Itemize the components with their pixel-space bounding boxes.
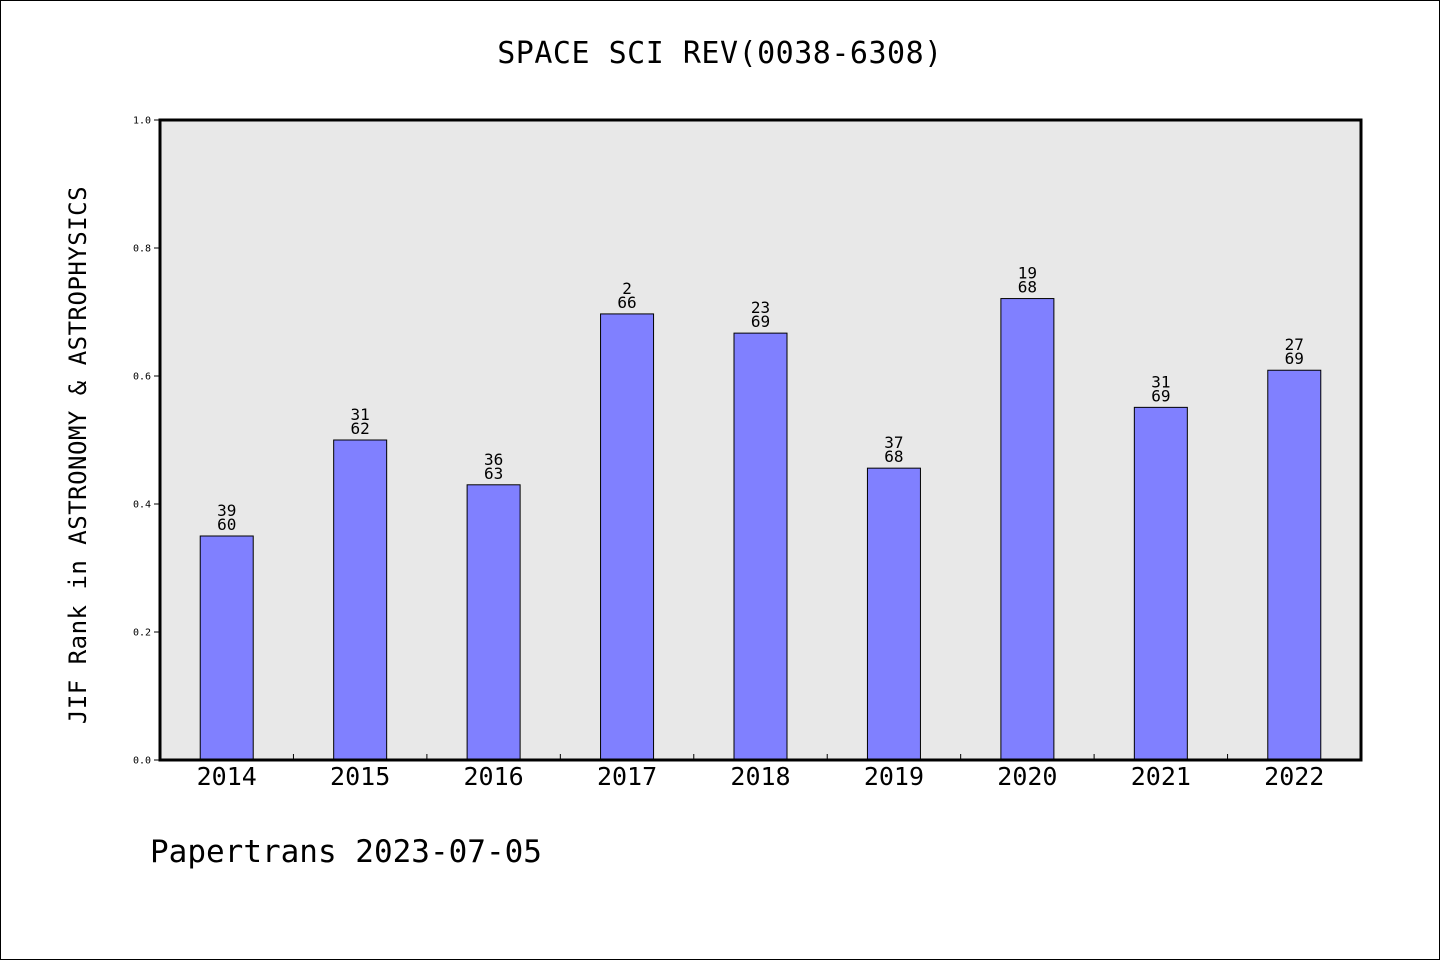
bar	[1000, 298, 1055, 761]
bar-total-label: 69	[1285, 349, 1304, 368]
bar-rank-label: 31	[1151, 372, 1170, 391]
bar-total-label: 69	[751, 312, 770, 331]
bar-total-label: 66	[617, 293, 636, 312]
x-tick-label: 2022	[1264, 762, 1324, 791]
x-tick-label: 2018	[730, 762, 790, 791]
bar-total-label: 63	[484, 464, 503, 483]
y-tick-label: 0.8	[133, 244, 151, 255]
bar	[733, 332, 788, 761]
bar-rank-label: 19	[1018, 264, 1037, 283]
x-tick-label: 2019	[864, 762, 924, 791]
bar-rank-label: 2	[622, 279, 632, 298]
bar	[333, 439, 388, 761]
x-tick-label: 2014	[197, 762, 257, 791]
x-tick-label: 2016	[464, 762, 524, 791]
y-tick-label: 0.6	[133, 372, 151, 383]
bar-total-label: 68	[884, 447, 903, 466]
bar	[1267, 369, 1322, 761]
chart-title: SPACE SCI REV(0038-6308)	[497, 36, 943, 71]
bar-rank-label: 31	[351, 405, 370, 424]
y-tick-label: 0.0	[133, 756, 151, 767]
x-tick-label: 2020	[997, 762, 1057, 791]
y-tick-label: 0.2	[133, 628, 151, 639]
bar-rank-label: 37	[884, 433, 903, 452]
footer-credit: Papertrans 2023-07-05	[150, 834, 542, 870]
bar-rank-label: 36	[484, 450, 503, 469]
bar-total-label: 69	[1151, 386, 1170, 405]
bar	[600, 313, 655, 761]
bar-rank-label: 39	[217, 501, 236, 520]
x-tick-label: 2015	[330, 762, 390, 791]
bar-total-label: 62	[351, 419, 370, 438]
x-tick-label: 2021	[1131, 762, 1191, 791]
bar-rank-label: 27	[1285, 335, 1304, 354]
bar	[866, 467, 921, 761]
x-tick-label: 2017	[597, 762, 657, 791]
bar-rank-label: 23	[751, 298, 770, 317]
bar	[466, 484, 521, 761]
bar	[199, 535, 254, 761]
bar-total-label: 68	[1018, 278, 1037, 297]
y-tick-label: 0.4	[133, 500, 151, 511]
y-tick-label: 1.0	[133, 116, 151, 127]
bar-total-label: 60	[217, 515, 236, 534]
plot-border	[158, 118, 1363, 762]
bar	[1133, 406, 1188, 761]
